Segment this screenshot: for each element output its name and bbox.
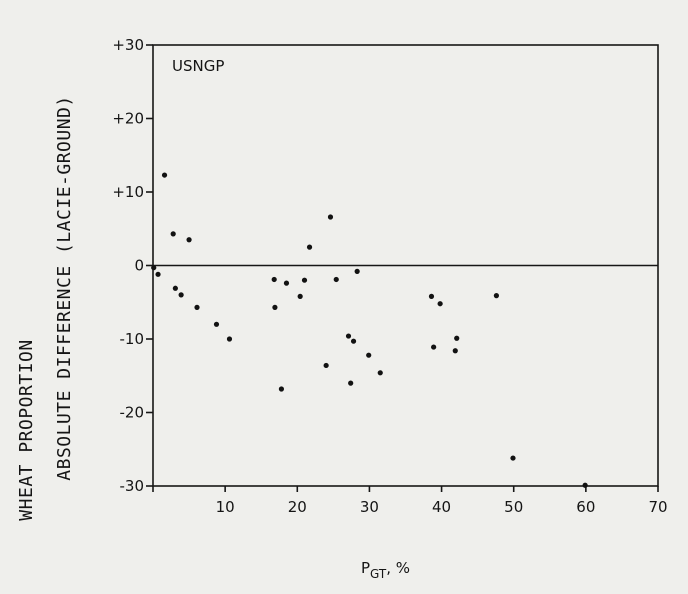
y-tick-label: +10 — [112, 183, 144, 201]
data-point — [226, 336, 233, 342]
data-point — [178, 292, 184, 298]
data-point — [431, 344, 437, 350]
y-tick-label: 0 — [134, 257, 144, 275]
data-point — [272, 304, 278, 310]
data-point — [271, 276, 277, 283]
x-tick-label: 30 — [360, 498, 379, 516]
x-axis-label-suffix: , % — [386, 559, 410, 577]
data-point — [301, 277, 308, 283]
data-point — [161, 172, 168, 178]
y-axis-ticks: +30 +20 +10 0 -10 -20 -30 — [112, 36, 153, 495]
data-point — [194, 304, 200, 310]
data-point — [354, 268, 360, 274]
data-points — [151, 172, 588, 488]
data-point — [582, 482, 588, 488]
data-point — [452, 348, 458, 354]
data-point — [348, 380, 354, 386]
data-point — [493, 293, 499, 299]
data-point — [186, 237, 192, 243]
data-point — [510, 455, 516, 461]
y-tick-label: -20 — [120, 404, 145, 422]
x-axis-ticks: 10 20 30 40 50 60 70 — [152, 486, 668, 516]
plot-axes — [152, 44, 659, 487]
y-tick-label: +30 — [112, 36, 144, 54]
y-axis-label-line-1: WHEAT PROPORTION — [16, 339, 37, 520]
data-point — [213, 321, 220, 327]
data-point — [377, 370, 383, 376]
data-point — [454, 335, 460, 341]
y-tick-label: -30 — [120, 477, 145, 495]
data-point — [327, 214, 334, 220]
x-tick-label: 60 — [576, 498, 595, 516]
y-axis-label: WHEAT PROPORTION ABSOLUTE DIFFERENCE (LA… — [16, 95, 75, 520]
data-point — [437, 301, 443, 307]
x-tick-label: 70 — [648, 498, 667, 516]
usngp-annotation: USNGP — [172, 57, 224, 75]
data-point — [428, 293, 435, 299]
x-tick-label: 40 — [432, 498, 451, 516]
data-point — [170, 231, 176, 237]
x-axis-label-subscript: GT — [370, 567, 387, 581]
x-axis-label-main: P — [361, 559, 370, 577]
y-tick-label: +20 — [112, 110, 144, 128]
data-point — [155, 271, 161, 277]
data-point — [366, 352, 372, 358]
data-point — [306, 244, 313, 250]
x-axis-label: PGT, % — [361, 559, 410, 581]
data-point — [278, 386, 285, 392]
data-point — [172, 285, 178, 291]
x-tick-label: 20 — [288, 498, 307, 516]
data-point — [345, 333, 352, 339]
data-point — [333, 276, 339, 283]
data-point — [283, 280, 290, 286]
data-point — [151, 265, 157, 271]
y-tick-label: -10 — [120, 330, 145, 348]
y-axis-label-line-2: ABSOLUTE DIFFERENCE (LACIE-GROUND) — [54, 95, 75, 480]
x-tick-label: 10 — [216, 498, 235, 516]
data-point — [323, 362, 329, 369]
x-tick-label: 50 — [504, 498, 523, 516]
data-point — [350, 338, 357, 344]
data-point — [297, 293, 303, 299]
